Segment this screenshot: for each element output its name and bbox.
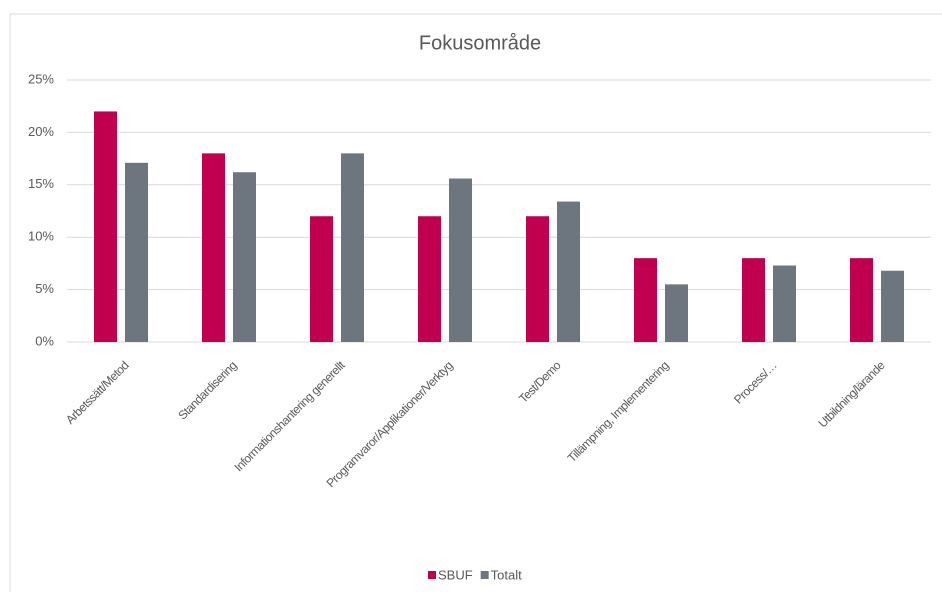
bar bbox=[881, 270, 904, 342]
y-tick-label: 15% bbox=[28, 176, 54, 191]
y-tick-label: 0% bbox=[35, 333, 54, 348]
frame bbox=[9, 13, 942, 592]
bar bbox=[742, 258, 765, 342]
bar bbox=[773, 265, 796, 342]
legend-swatch bbox=[480, 571, 489, 579]
bar bbox=[634, 258, 657, 342]
y-tick-label: 10% bbox=[28, 229, 54, 244]
y-tick-label: 25% bbox=[28, 71, 54, 86]
x-tick-label: Test/Demo bbox=[516, 358, 564, 406]
bar bbox=[665, 284, 688, 342]
bar bbox=[125, 162, 148, 342]
y-tick-label: 20% bbox=[28, 124, 54, 139]
chart-title: Fokusområde bbox=[419, 32, 541, 54]
bar bbox=[341, 153, 364, 342]
bar bbox=[94, 111, 117, 342]
x-tick-label: Standardisering bbox=[175, 358, 239, 422]
legend-label: SBUF bbox=[438, 567, 473, 582]
x-tick-label: Process/… bbox=[731, 358, 779, 406]
bar bbox=[202, 153, 225, 342]
legend-swatch bbox=[428, 571, 436, 579]
bar bbox=[233, 172, 256, 342]
x-tick-label: Utbildning/lärande bbox=[815, 358, 888, 431]
bar bbox=[310, 216, 333, 342]
bar bbox=[526, 216, 549, 342]
bar bbox=[418, 216, 441, 342]
bar bbox=[557, 201, 580, 342]
x-tick-label: Arbetssätt/Metod bbox=[63, 358, 131, 426]
y-tick-label: 5% bbox=[35, 281, 54, 296]
x-tick-label: Informationshantering generellt bbox=[231, 358, 348, 475]
bar bbox=[449, 178, 472, 342]
bar bbox=[850, 258, 873, 342]
x-tick-label: Tillämpning, Implementering bbox=[565, 358, 672, 465]
legend-label: Totalt bbox=[491, 567, 522, 582]
x-tick-label: Programvaror/Applikationer/Verktyg bbox=[324, 358, 456, 490]
